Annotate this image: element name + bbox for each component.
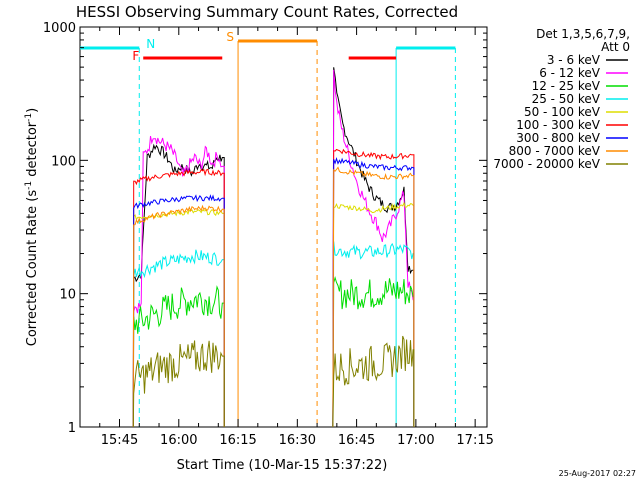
series-line bbox=[132, 194, 225, 428]
y-axis-ticks: 1 10 100 1000 bbox=[43, 21, 487, 436]
y-tick-label: 100 bbox=[51, 154, 76, 169]
series-line bbox=[132, 143, 225, 428]
x-tick-label: 16:30 bbox=[279, 433, 316, 448]
y-tick-label: 10 bbox=[59, 288, 76, 303]
y-axis-label: Corrected Count Rate (s-1 detector-1) bbox=[24, 108, 40, 346]
legend-label: 800 - 7000 keV bbox=[509, 144, 601, 158]
series-line bbox=[332, 157, 415, 428]
series-line bbox=[332, 166, 415, 428]
series-line bbox=[332, 69, 415, 428]
legend-label: 300 - 800 keV bbox=[516, 131, 600, 145]
series-line bbox=[332, 335, 415, 428]
x-tick-label: 16:45 bbox=[338, 433, 375, 448]
series-line bbox=[332, 276, 415, 428]
legend-label: 7000 - 20000 keV bbox=[493, 157, 600, 171]
y-tick-label: 1 bbox=[68, 421, 76, 436]
chart-title: HESSI Observing Summary Count Rates, Cor… bbox=[76, 3, 458, 21]
series-line bbox=[132, 204, 225, 428]
interval-label-N: N bbox=[146, 37, 155, 51]
interval-label-F: F bbox=[132, 49, 139, 63]
series-line bbox=[332, 201, 415, 428]
legend-label: 100 - 300 keV bbox=[516, 118, 600, 132]
series-line bbox=[132, 340, 225, 428]
interval-label-S: S bbox=[226, 30, 234, 44]
x-tick-label: 16:00 bbox=[160, 433, 197, 448]
x-tick-label: 17:00 bbox=[397, 433, 434, 448]
series-layer bbox=[132, 67, 415, 428]
x-axis-ticks: 15:45 16:00 16:15 16:30 16:45 17:00 17:15 bbox=[99, 27, 494, 448]
plot-frame bbox=[79, 26, 488, 428]
legend-header-line1: Det 1,3,5,6,7,9, bbox=[536, 27, 630, 41]
series-line bbox=[132, 285, 225, 428]
legend-label: 3 - 6 keV bbox=[547, 53, 601, 67]
x-tick-label: 15:45 bbox=[101, 433, 138, 448]
x-tick-label: 16:15 bbox=[219, 433, 256, 448]
series-line bbox=[332, 148, 415, 428]
plot-area bbox=[79, 26, 488, 428]
legend-label: 12 - 25 keV bbox=[532, 79, 601, 93]
legend-label: 6 - 12 keV bbox=[539, 66, 601, 80]
legend-label: 50 - 100 keV bbox=[524, 105, 601, 119]
legend-header-line2: Att 0 bbox=[601, 40, 630, 54]
series-line bbox=[332, 67, 415, 428]
series-line bbox=[132, 168, 225, 428]
footer-date: 25-Aug-2017 02:27 bbox=[559, 469, 636, 478]
legend-label: 25 - 50 keV bbox=[532, 92, 601, 106]
y-tick-label: 1000 bbox=[43, 21, 76, 36]
series-line bbox=[132, 249, 225, 428]
series-line bbox=[332, 241, 415, 428]
series-line bbox=[132, 136, 225, 428]
x-axis-label: Start Time (10-Mar-15 15:37:22) bbox=[177, 458, 388, 473]
x-tick-label: 17:15 bbox=[456, 433, 493, 448]
